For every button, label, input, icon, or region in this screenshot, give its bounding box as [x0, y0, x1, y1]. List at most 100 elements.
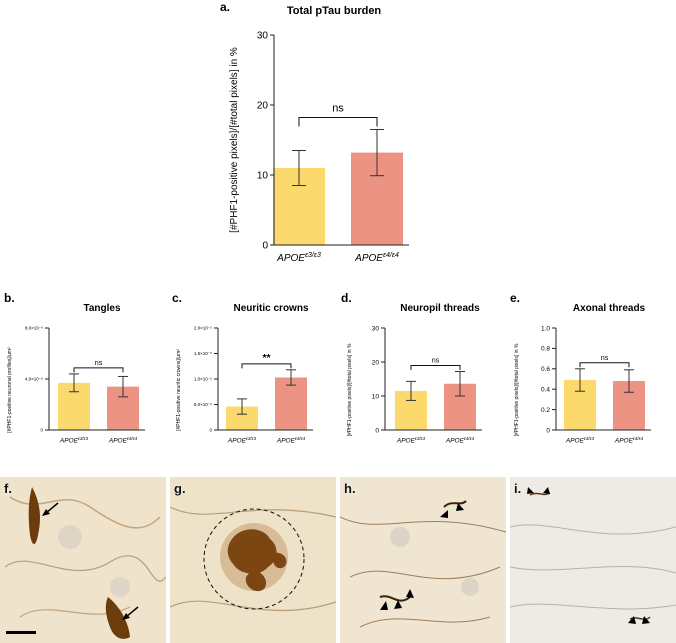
chart-title-e: Axonal threads	[573, 303, 646, 314]
error-bar-b-1	[118, 375, 128, 398]
plot-c: 05.0×10⁻⁶1.0×10⁻⁵1.5×10⁻⁵2.0×10⁻⁵APOEε3/…	[194, 326, 313, 445]
y-tick-label-a: 0	[262, 241, 268, 252]
arrowhead-icon	[394, 600, 402, 609]
x-tick-label-text: APOE	[614, 438, 634, 445]
x-tick-label-superscript: ε4/ε4	[383, 252, 399, 259]
chart-c: c. Neuritic crowns [#PHF1-positive neuri…	[172, 291, 313, 445]
error-bar-e-1	[624, 369, 634, 393]
y-tick-label-c: 1.5×10⁻⁵	[194, 351, 212, 356]
error-bar-c-0	[237, 398, 247, 415]
chart-e: e. Axonal threads [#PHF1-positive pixels…	[510, 291, 651, 445]
x-tick-label-superscript: ε4/ε4	[633, 436, 644, 441]
error-bar-a-1	[370, 129, 384, 177]
significance-bracket-d	[410, 365, 461, 371]
significance-label-a: ns	[332, 103, 344, 115]
x-tick-label-text: APOE	[565, 438, 585, 445]
panel-letter-d: d.	[341, 291, 352, 305]
x-tick-label-c: APOEε3/ε3	[227, 436, 257, 445]
arrowhead-icon	[527, 487, 534, 494]
y-tick-label-e: 1.0	[541, 325, 550, 332]
y-tick-label-e: 0.8	[541, 346, 550, 353]
x-tick-label-d: APOEε3/ε3	[396, 436, 426, 445]
scale-bar	[6, 631, 36, 634]
x-tick-label-text: APOE	[396, 438, 416, 445]
y-tick-label-d: 10	[372, 393, 380, 400]
y-tick-label-b: 4.0×10⁻⁶	[25, 377, 43, 382]
chart-title-c: Neuritic crowns	[233, 303, 308, 314]
y-tick-label-e: 0.2	[541, 407, 550, 414]
error-bar-a-0	[292, 150, 306, 186]
x-tick-label-e: APOEε4/ε4	[614, 436, 644, 445]
arrowhead-icon	[380, 601, 388, 610]
y-tick-label-e: 0.4	[541, 386, 550, 393]
y-axis-label-b: [#PHF1-positive neuronal profiles]/µm²	[7, 347, 13, 433]
error-bar-d-1	[455, 371, 465, 397]
y-tick-label-a: 30	[257, 31, 269, 42]
y-tick-label-c: 0	[209, 428, 212, 433]
x-tick-label-d: APOEε4/ε4	[445, 436, 475, 445]
significance-label-c: **	[262, 353, 271, 364]
y-tick-label-c: 2.0×10⁻⁵	[194, 326, 212, 331]
arrow-icon	[42, 502, 59, 516]
error-bar-c-1	[286, 369, 296, 386]
x-tick-label-a: APOEε3/ε3	[276, 252, 321, 264]
significance-bracket-b	[73, 367, 124, 373]
x-tick-label-c: APOEε4/ε4	[276, 436, 306, 445]
panel-letter-c: c.	[172, 291, 182, 305]
x-tick-label-text: APOE	[108, 438, 128, 445]
significance-label-d: ns	[432, 357, 440, 365]
micrograph-i: i.	[510, 477, 676, 643]
panel-letter-i: i.	[514, 481, 522, 496]
micrograph-h: h.	[340, 477, 506, 643]
chart-title-d: Neuropil threads	[400, 303, 480, 314]
y-axis-label-c: [#PHF1-positive neuritic crowns]/µm²	[176, 349, 182, 431]
x-tick-label-text: APOE	[227, 438, 247, 445]
arrowhead-icon	[642, 616, 650, 624]
arrow-icon	[122, 606, 139, 620]
y-tick-label-a: 20	[257, 101, 269, 112]
significance-label-b: ns	[95, 359, 103, 367]
error-bar-e-0	[575, 368, 585, 392]
panel-letter-a: a.	[220, 0, 230, 14]
x-tick-label-superscript: ε3/ε3	[415, 436, 426, 441]
x-tick-label-b: APOEε4/ε4	[108, 436, 138, 445]
panel-letter-e: e.	[510, 291, 520, 305]
dashed-circle-icon	[203, 508, 305, 610]
y-tick-label-c: 1.0×10⁻⁵	[194, 377, 212, 382]
x-tick-label-superscript: ε4/ε4	[295, 436, 306, 441]
y-axis-label-e: [#PHF1-positive pixels]/[#total pixels] …	[514, 343, 520, 436]
chart-title-b: Tangles	[83, 303, 120, 314]
significance-bracket-c	[241, 363, 292, 369]
x-tick-label-superscript: ε3/ε3	[305, 252, 321, 259]
y-tick-label-c: 5.0×10⁻⁶	[194, 402, 212, 407]
arrowhead-icon	[406, 589, 414, 598]
y-tick-label-e: 0	[546, 427, 550, 434]
significance-bracket-e	[579, 362, 630, 368]
x-tick-label-superscript: ε3/ε3	[78, 436, 89, 441]
y-tick-label-d: 30	[372, 325, 380, 332]
y-tick-label-b: 0	[40, 428, 43, 433]
x-tick-label-superscript: ε3/ε3	[246, 436, 257, 441]
x-tick-label-text: APOE	[276, 438, 296, 445]
y-axis-label-a: [#PHF1-positive pixels]/[#total pixels] …	[229, 47, 240, 233]
x-tick-label-text: APOE	[354, 253, 383, 264]
panel-letter-b: b.	[4, 291, 15, 305]
micrograph-g: g.	[170, 477, 336, 643]
x-tick-label-text: APOE	[445, 438, 465, 445]
x-tick-label-text: APOE	[59, 438, 79, 445]
arrowhead-icon	[628, 616, 636, 624]
y-tick-label-d: 20	[372, 359, 380, 366]
arrowhead-icon	[456, 503, 464, 511]
x-tick-label-superscript: ε4/ε4	[464, 436, 475, 441]
y-tick-label-b: 8.0×10⁻⁶	[25, 326, 43, 331]
arrowhead-icon	[543, 487, 550, 494]
arrowhead-icon	[440, 510, 448, 518]
x-tick-label-superscript: ε3/ε3	[584, 436, 595, 441]
error-bar-b-0	[69, 373, 79, 393]
panel-letter-f: f.	[4, 481, 12, 496]
panel-letter-h: h.	[344, 481, 356, 496]
